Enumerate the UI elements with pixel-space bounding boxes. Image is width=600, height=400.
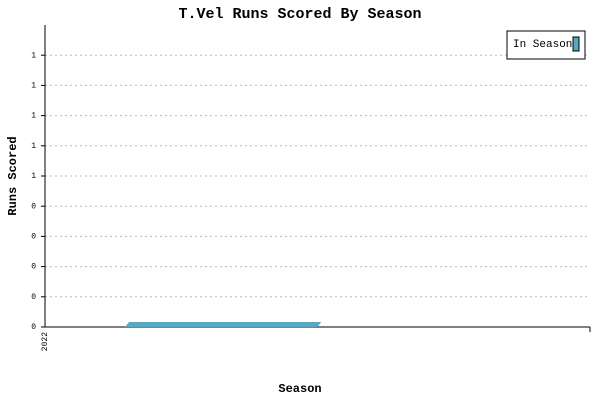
y-tick-label: 0	[31, 202, 36, 211]
y-tick-label: 1	[31, 142, 36, 151]
legend-swatch	[572, 36, 580, 52]
y-axis-title: Runs Scored	[6, 136, 20, 215]
y-tick-label: 0	[31, 293, 36, 302]
y-tick-label: 0	[31, 233, 36, 242]
legend-label: In Season	[513, 39, 572, 51]
bar	[125, 322, 322, 327]
y-tick-label: 0	[31, 323, 36, 332]
y-tick-label: 1	[31, 112, 36, 121]
y-tick-label: 1	[31, 51, 36, 60]
x-axis-title: Season	[278, 382, 321, 396]
y-tick-label: 1	[31, 172, 36, 181]
legend-box	[506, 30, 586, 60]
y-tick-label: 1	[31, 82, 36, 91]
y-tick-label: 0	[31, 263, 36, 272]
chart-title: T.Vel Runs Scored By Season	[178, 6, 421, 23]
x-tick-label: 2022	[41, 332, 50, 351]
